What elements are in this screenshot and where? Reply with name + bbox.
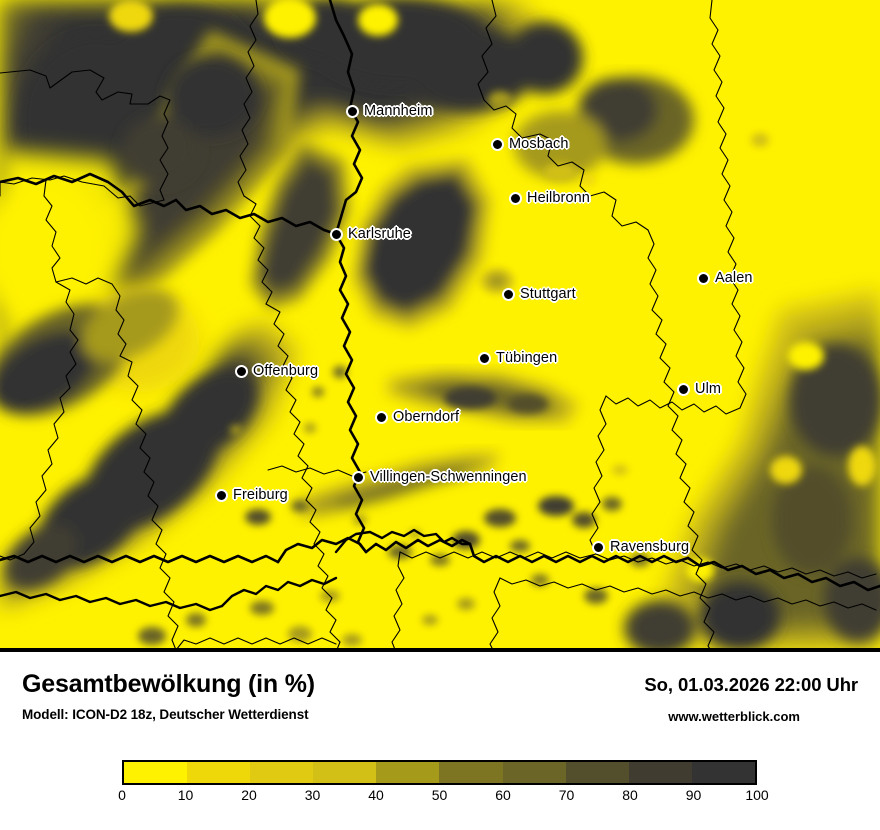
city-marker-ulm[interactable]: Ulm [677, 381, 721, 397]
city-label: Tübingen [496, 350, 558, 366]
color-swatch-60-70 [502, 762, 566, 783]
city-marker-aalen[interactable]: Aalen [697, 270, 753, 286]
city-label: Aalen [715, 270, 753, 286]
color-scale-tick-80: 80 [622, 787, 638, 803]
cloud-cover-map[interactable]: Mannheim Mosbach Heilbronn Karlsruhe Aal… [0, 0, 880, 652]
city-label: Offenburg [253, 363, 319, 379]
color-swatch-0-10 [124, 762, 188, 783]
city-label: Heilbronn [527, 190, 590, 206]
color-scale-ticks: 0 10 20 30 40 50 60 70 80 90 100 [118, 787, 769, 809]
map-footer: Gesamtbewölkung (in %) Modell: ICON-D2 1… [0, 652, 880, 830]
color-swatch-10-20 [187, 762, 251, 783]
valid-datetime: So, 01.03.2026 22:00 Uhr [644, 674, 858, 695]
color-scale-tick-60: 60 [495, 787, 511, 803]
city-marker-villingen-schwenningen[interactable]: Villingen-Schwenningen [352, 469, 527, 485]
city-marker-karlsruhe[interactable]: Karlsruhe [330, 226, 411, 242]
color-scale-tick-10: 10 [177, 787, 194, 803]
color-scale-tick-40: 40 [368, 787, 384, 803]
city-dot-icon [215, 488, 228, 502]
district-borders [0, 0, 877, 649]
color-swatch-20-30 [250, 762, 314, 783]
color-swatch-50-60 [439, 762, 503, 783]
color-scale-tick-30: 30 [304, 787, 321, 803]
cloud-cover-raster [0, 0, 880, 649]
model-subtitle: Modell: ICON-D2 18z, Deutscher Wetterdie… [22, 707, 309, 722]
color-swatch-80-90 [628, 762, 692, 783]
city-label: Mosbach [509, 136, 569, 152]
color-scale-tick-0: 0 [118, 787, 126, 803]
city-marker-ravensburg[interactable]: Ravensburg [592, 539, 689, 555]
color-scale-tick-20: 20 [241, 787, 257, 803]
city-label: Oberndorf [393, 409, 460, 425]
website-label: www.wetterblick.com [668, 709, 800, 724]
city-dot-icon [592, 540, 605, 554]
city-dot-icon [235, 364, 248, 378]
color-swatch-70-80 [565, 762, 629, 783]
city-marker-oberndorf[interactable]: Oberndorf [375, 409, 459, 425]
color-swatch-40-50 [376, 762, 440, 783]
city-dot-icon [697, 271, 710, 285]
city-marker-tuebingen[interactable]: Tübingen [478, 350, 557, 366]
city-label: Villingen-Schwenningen [370, 469, 527, 485]
national-border [0, 0, 880, 592]
city-dot-icon [330, 227, 343, 241]
page-title: Gesamtbewölkung (in %) [22, 670, 315, 698]
city-marker-stuttgart[interactable]: Stuttgart [502, 286, 576, 302]
city-marker-heilbronn[interactable]: Heilbronn [509, 190, 590, 206]
color-swatch-90-100 [691, 762, 755, 783]
city-marker-mannheim[interactable]: Mannheim [346, 103, 433, 119]
scattered-cells [138, 91, 769, 646]
city-dot-icon [346, 104, 359, 118]
city-dot-icon [502, 287, 515, 301]
city-dot-icon [491, 137, 504, 151]
city-label: Freiburg [233, 487, 288, 503]
city-dot-icon [478, 351, 491, 365]
city-dot-icon [677, 382, 690, 396]
color-swatch-30-40 [313, 762, 377, 783]
city-label: Ravensburg [610, 539, 690, 555]
cloud-band-central [352, 158, 492, 330]
country-border-south [0, 528, 472, 612]
city-label: Karlsruhe [348, 226, 411, 242]
city-dot-icon [375, 410, 388, 424]
city-dot-icon [352, 470, 365, 484]
city-marker-freiburg[interactable]: Freiburg [215, 487, 288, 503]
color-scale-tick-90: 90 [685, 787, 702, 803]
city-marker-offenburg[interactable]: Offenburg [235, 363, 318, 379]
city-label: Mannheim [364, 103, 433, 119]
color-scale-tick-100: 100 [745, 787, 769, 803]
city-label: Stuttgart [520, 286, 576, 302]
city-marker-mosbach[interactable]: Mosbach [491, 136, 569, 152]
color-scale-tick-50: 50 [431, 787, 448, 803]
color-scale-bar [122, 760, 757, 785]
color-scale-tick-70: 70 [558, 787, 575, 803]
city-dot-icon [509, 191, 522, 205]
city-label: Ulm [695, 381, 722, 397]
